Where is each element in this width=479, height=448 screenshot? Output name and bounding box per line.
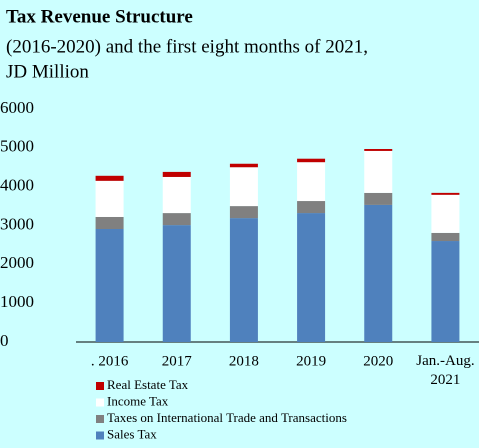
bar-segment bbox=[229, 218, 258, 342]
bar-segment bbox=[297, 158, 326, 163]
x-tick-label: 2019 bbox=[296, 353, 326, 369]
bar-segment bbox=[229, 206, 258, 219]
chart-subtitle: (2016-2020) and the first eight months o… bbox=[6, 36, 368, 57]
bar-segment bbox=[431, 232, 460, 242]
x-tick-label: 2018 bbox=[229, 353, 259, 369]
bar-segment bbox=[95, 180, 124, 217]
y-tick-label: 1000 bbox=[0, 292, 34, 311]
legend-swatch bbox=[96, 398, 104, 407]
bar-segment bbox=[162, 225, 191, 342]
y-tick-label: 0 bbox=[0, 331, 9, 350]
legend-label: Taxes on International Trade and Transac… bbox=[107, 410, 347, 425]
legend-swatch bbox=[96, 431, 104, 440]
y-tick-label: 2000 bbox=[0, 253, 34, 272]
legend-label: Real Estate Tax bbox=[107, 377, 189, 392]
bar-segment bbox=[364, 204, 393, 342]
legend-label: Income Tax bbox=[107, 393, 169, 408]
bar-segment bbox=[229, 163, 258, 168]
bar-segment bbox=[162, 171, 191, 177]
legend-swatch bbox=[96, 382, 104, 390]
x-tick-label: 2020 bbox=[363, 353, 393, 369]
y-tick-label: 6000 bbox=[0, 98, 34, 117]
x-tick-label: Jan.-Aug. 2021 bbox=[416, 353, 474, 388]
bar-segment bbox=[431, 192, 460, 195]
bar-segment bbox=[297, 201, 326, 214]
bar-segment bbox=[95, 216, 124, 229]
y-tick-label: 5000 bbox=[0, 137, 34, 156]
bar-segment bbox=[229, 167, 258, 207]
x-tick-label: 2017 bbox=[162, 353, 193, 369]
y-tick-label: 3000 bbox=[0, 214, 34, 233]
legend-label: Sales Tax bbox=[107, 426, 157, 441]
bar-segment bbox=[364, 150, 393, 193]
bar-segment bbox=[364, 148, 393, 151]
x-tick-label: . 2016 bbox=[91, 353, 129, 369]
bar-segment bbox=[431, 194, 460, 233]
bar-segment bbox=[95, 175, 124, 181]
bar-segment bbox=[297, 162, 326, 202]
bar-segment bbox=[162, 176, 191, 214]
chart-subtitle: JD Million bbox=[6, 61, 89, 82]
bar-segment bbox=[95, 228, 124, 342]
y-tick-label: 4000 bbox=[0, 176, 34, 195]
bar-segment bbox=[364, 192, 393, 205]
chart-title: Tax Revenue Structure bbox=[6, 6, 193, 27]
bar-segment bbox=[162, 213, 191, 226]
bar-segment bbox=[431, 241, 460, 342]
bar-segment bbox=[297, 213, 326, 342]
legend-swatch bbox=[96, 415, 104, 423]
